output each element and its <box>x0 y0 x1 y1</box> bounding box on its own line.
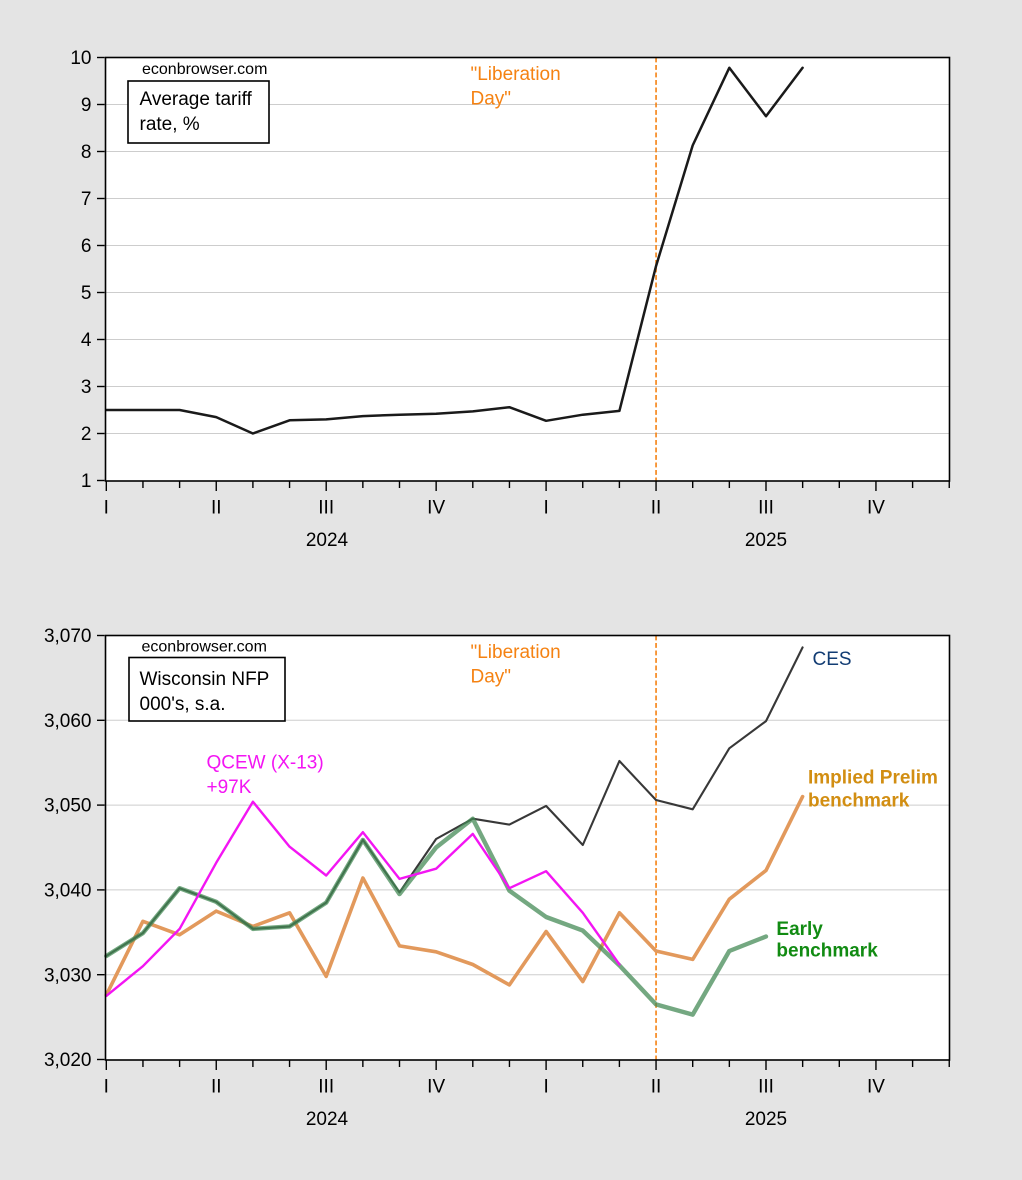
svg-text:"Liberation: "Liberation <box>471 64 561 85</box>
svg-text:5: 5 <box>81 283 92 304</box>
svg-text:Wisconsin NFP: Wisconsin NFP <box>140 669 270 690</box>
svg-text:3,050: 3,050 <box>44 796 92 817</box>
svg-text:3,030: 3,030 <box>44 965 92 986</box>
svg-text:III: III <box>318 1077 334 1098</box>
svg-text:1: 1 <box>81 471 92 492</box>
svg-text:QCEW (X-13): QCEW (X-13) <box>207 753 324 774</box>
svg-text:2025: 2025 <box>745 530 787 551</box>
svg-text:9: 9 <box>81 95 92 116</box>
svg-text:"Liberation: "Liberation <box>471 642 561 663</box>
svg-text:6: 6 <box>81 236 92 257</box>
svg-text:CES: CES <box>813 649 852 670</box>
svg-text:7: 7 <box>81 189 92 210</box>
svg-text:II: II <box>211 498 222 519</box>
svg-text:I: I <box>104 498 109 519</box>
svg-text:3,060: 3,060 <box>44 711 92 732</box>
svg-text:10: 10 <box>70 48 91 69</box>
svg-text:III: III <box>758 1077 774 1098</box>
svg-text:3,040: 3,040 <box>44 881 92 902</box>
svg-text:Day": Day" <box>471 88 512 109</box>
svg-text:4: 4 <box>81 330 92 351</box>
svg-text:2025: 2025 <box>745 1109 787 1130</box>
svg-text:IV: IV <box>867 498 885 519</box>
svg-text:3: 3 <box>81 377 92 398</box>
svg-text:3,070: 3,070 <box>44 626 92 647</box>
svg-text:II: II <box>651 1077 662 1098</box>
svg-text:000's, s.a.: 000's, s.a. <box>140 694 226 715</box>
svg-text:8: 8 <box>81 142 92 163</box>
svg-text:Average tariff: Average tariff <box>140 89 253 110</box>
svg-text:I: I <box>543 1077 548 1098</box>
svg-text:Implied Prelim: Implied Prelim <box>808 768 938 789</box>
svg-text:3,020: 3,020 <box>44 1050 92 1071</box>
svg-text:2: 2 <box>81 424 92 445</box>
svg-text:benchmark: benchmark <box>808 791 910 812</box>
svg-text:III: III <box>758 498 774 519</box>
svg-text:2024: 2024 <box>306 1109 349 1130</box>
svg-text:Early: Early <box>776 919 823 940</box>
svg-text:+97K: +97K <box>207 777 252 798</box>
svg-text:II: II <box>651 498 662 519</box>
svg-text:IV: IV <box>427 1077 445 1098</box>
svg-text:IV: IV <box>867 1077 885 1098</box>
svg-text:II: II <box>211 1077 222 1098</box>
svg-text:econbrowser.com: econbrowser.com <box>142 639 267 656</box>
svg-text:econbrowser.com: econbrowser.com <box>142 61 267 78</box>
svg-text:I: I <box>543 498 548 519</box>
svg-text:I: I <box>104 1077 109 1098</box>
svg-text:2024: 2024 <box>306 530 349 551</box>
svg-text:benchmark: benchmark <box>776 941 878 962</box>
svg-text:IV: IV <box>427 498 445 519</box>
svg-text:III: III <box>318 498 334 519</box>
svg-text:rate, %: rate, % <box>140 114 200 135</box>
svg-text:Day": Day" <box>471 666 512 687</box>
